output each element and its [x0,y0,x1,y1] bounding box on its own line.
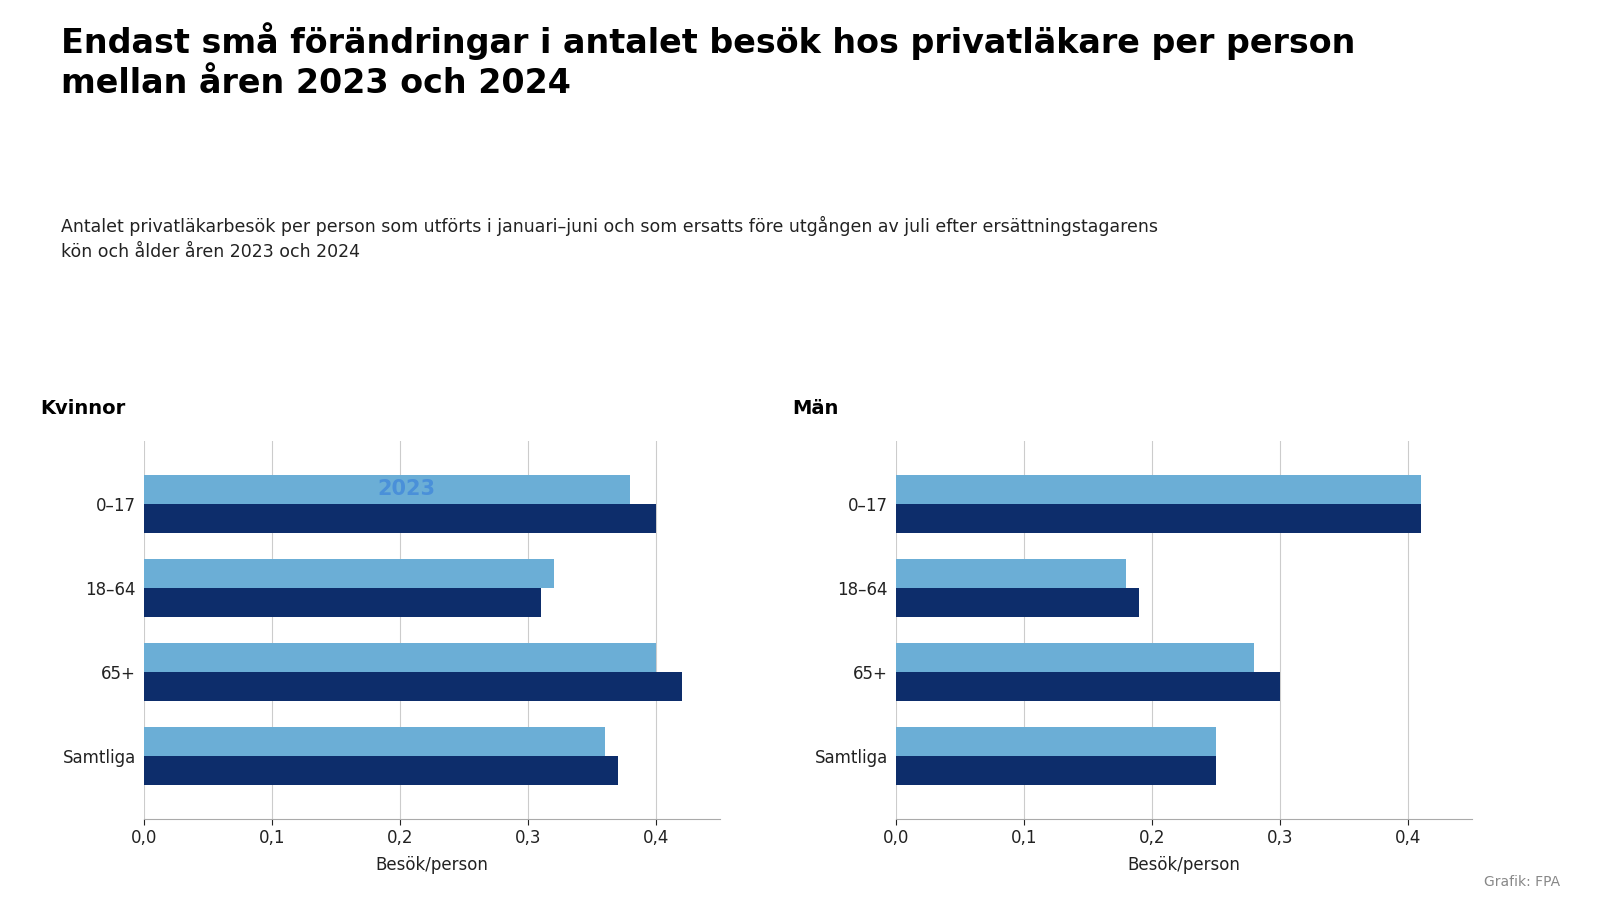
Bar [144,672,682,701]
Bar [896,672,1280,701]
Text: 2024: 2024 [378,508,435,528]
Text: Endast små förändringar i antalet besök hos privatläkare per person
mellan åren : Endast små förändringar i antalet besök … [61,22,1355,100]
Text: Grafik: FPA: Grafik: FPA [1483,875,1560,889]
Text: Män: Män [792,400,838,419]
Bar [896,588,1139,617]
Text: Antalet privatläkarbesök per person som utförts i januari–juni och som ersatts f: Antalet privatläkarbesök per person som … [61,216,1158,261]
X-axis label: Besök/person: Besök/person [376,856,488,874]
Bar [896,474,1421,504]
Bar [144,559,554,588]
Bar [896,504,1421,534]
X-axis label: Besök/person: Besök/person [1128,856,1240,874]
Text: 2023: 2023 [378,480,435,500]
Bar [144,726,605,756]
Bar [144,504,656,534]
Text: Kvinnor: Kvinnor [40,400,125,419]
Bar [144,756,618,786]
Bar [896,756,1216,786]
Bar [144,588,541,617]
Bar [896,726,1216,756]
Bar [144,474,630,504]
Bar [144,643,656,672]
Bar [896,559,1126,588]
Bar [896,643,1254,672]
